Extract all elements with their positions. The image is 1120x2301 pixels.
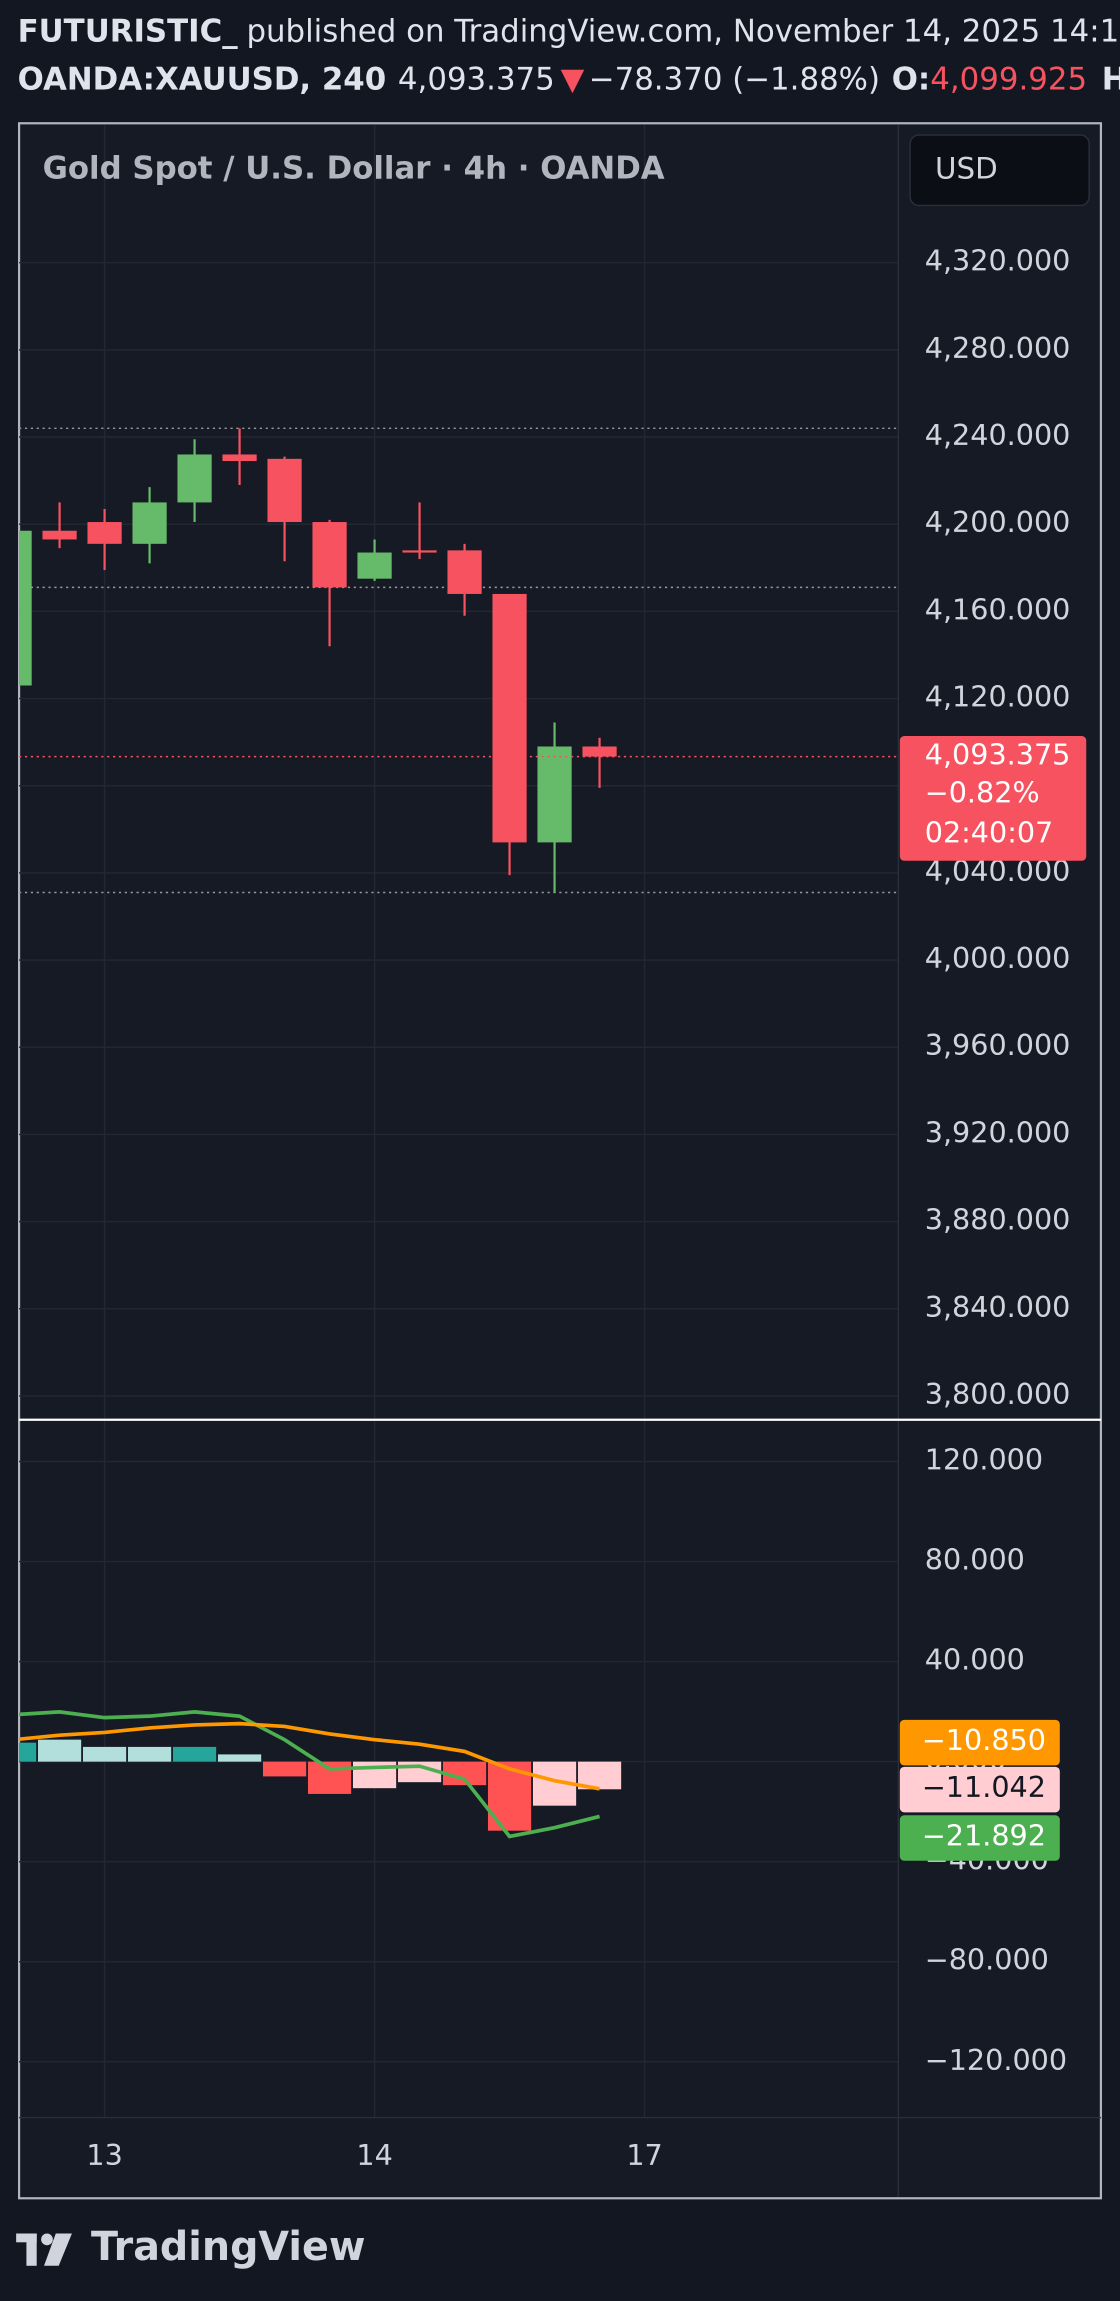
chart-title: Gold Spot / U.S. Dollar · 4h · OANDA <box>43 151 665 187</box>
y-tick-label: 40.000 <box>925 1643 1025 1677</box>
currency-button[interactable] <box>909 134 1090 207</box>
y-tick-label: 4,000.000 <box>925 941 1071 975</box>
histogram-bar <box>127 1746 172 1762</box>
axis-labels: 3,800.000 3,840.000 3,880.000 3,920.000 3,96… <box>86 244 1087 2172</box>
last: 4,093.375 <box>398 61 555 97</box>
y-tick-label: 4,200.000 <box>925 505 1071 539</box>
candle-body <box>537 746 572 843</box>
last-price: 4,093.375 <box>925 738 1071 772</box>
x-tick-label: 17 <box>626 2138 662 2172</box>
x-tick-label: 13 <box>86 2138 122 2172</box>
candle-body <box>402 550 437 553</box>
open: 4,099.925 <box>930 61 1087 97</box>
candle-body <box>447 550 482 594</box>
arrow: ▼ <box>561 61 585 97</box>
y-tick-label: 3,880.000 <box>925 1203 1071 1237</box>
y-tick-label: 3,920.000 <box>925 1115 1071 1149</box>
histogram-bar <box>37 1739 82 1762</box>
brand-logo <box>16 2233 72 2266</box>
candle-body <box>582 746 617 757</box>
histogram-bar <box>307 1761 352 1794</box>
histogram-bar <box>172 1746 217 1762</box>
macd-line <box>19 1721 600 1791</box>
author: FUTURISTIC_ <box>18 13 239 49</box>
candle-body <box>87 522 122 544</box>
publish-line: FUTURISTIC_ published on TradingView.com,… <box>18 13 1120 49</box>
y-tick-label: 3,840.000 <box>925 1290 1071 1324</box>
candle-body <box>177 454 212 503</box>
last-change: −0.82% <box>925 776 1040 810</box>
price-pane <box>19 427 899 894</box>
histogram-bar <box>82 1746 127 1762</box>
value-box <box>899 1815 1060 1861</box>
value-box <box>899 1719 1060 1766</box>
open-key: O: <box>892 61 931 97</box>
brand: TradingView <box>91 2224 365 2270</box>
value-box-label: −21.892 <box>922 1818 1046 1852</box>
y-tick-label: 4,240.000 <box>925 418 1071 452</box>
candle-body <box>267 458 302 523</box>
y-tick-label: 4,160.000 <box>925 592 1071 626</box>
y-tick-label: 3,800.000 <box>925 1377 1071 1411</box>
y-tick-label: 120.000 <box>925 1443 1043 1477</box>
y-tick-label: −80.000 <box>925 1943 1049 1977</box>
value-box <box>899 1766 1060 1813</box>
histogram-bar <box>262 1761 307 1777</box>
histogram-bar <box>442 1761 487 1786</box>
published: published on TradingView.com, November 1… <box>246 13 1119 49</box>
candle-body <box>19 530 32 686</box>
candle-body <box>42 530 77 540</box>
y-tick-label: 80.000 <box>925 1543 1025 1577</box>
candle-body <box>222 454 257 462</box>
y-tick-label: −120.000 <box>925 2043 1067 2077</box>
last-price-box <box>899 736 1087 861</box>
change: −78.370 (−1.88%) <box>589 61 880 97</box>
candle-body <box>312 522 347 588</box>
histogram-bar <box>19 1742 37 1762</box>
ticker-line: OANDA:XAUUSD, 240 4,093.375 ▼ −78.370 (−1.8… <box>18 61 1120 97</box>
currency-text[interactable]: USD <box>935 152 998 186</box>
y-tick-label: 4,320.000 <box>925 244 1071 278</box>
high-key: H <box>1102 61 1120 97</box>
histogram-bar <box>217 1754 262 1762</box>
x-tick-label: 14 <box>356 2138 392 2172</box>
symbol: OANDA:XAUUSD, 240 <box>18 61 387 97</box>
value-box-label: −11.042 <box>922 1770 1046 1804</box>
value-box-label: −10.850 <box>922 1723 1046 1757</box>
countdown: 02:40:07 <box>925 815 1054 849</box>
y-tick-label: 4,280.000 <box>925 331 1071 365</box>
macd-line <box>19 1710 601 1839</box>
y-tick-label: 3,960.000 <box>925 1028 1071 1062</box>
y-tick-label: 4,120.000 <box>925 680 1071 714</box>
candle-body <box>132 502 167 544</box>
macd-pane <box>19 1710 622 1839</box>
candle-body <box>357 552 392 579</box>
candle-body <box>492 593 527 843</box>
